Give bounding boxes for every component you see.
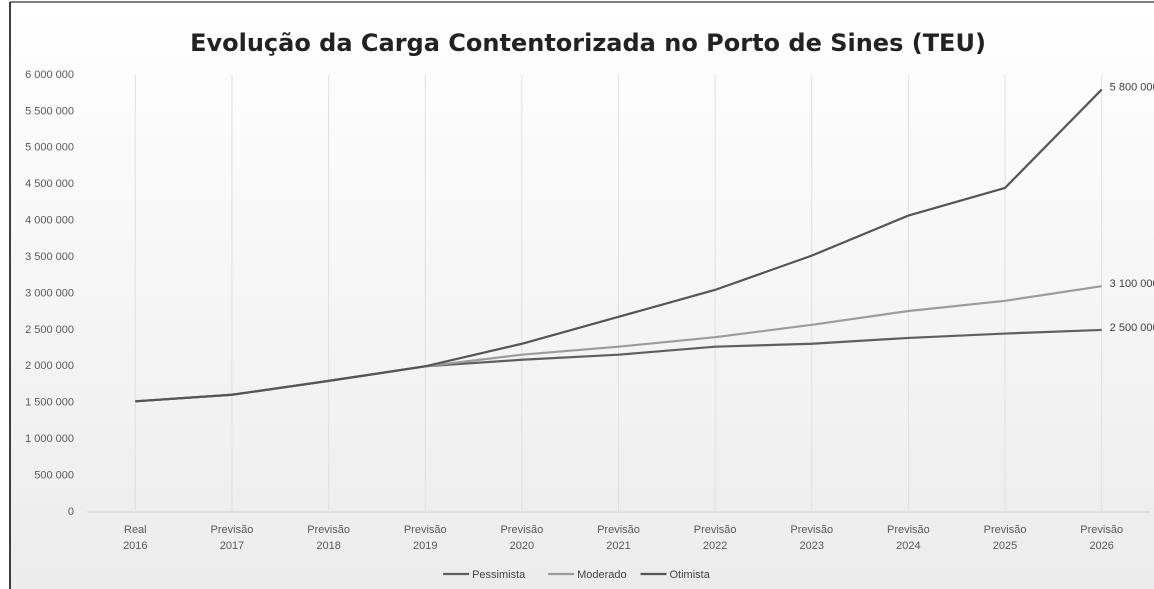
x-tick-label: Previsão 2023 [790,524,833,552]
y-tick-label: 2 000 000 [25,360,74,372]
x-tick-line: 2022 [703,540,727,552]
x-tick-line: 2018 [316,540,340,552]
x-tick-line: Previsão [500,524,543,536]
x-tick-line: 2019 [413,540,437,552]
x-tick-line: 2024 [896,540,920,552]
x-tick-line: Previsão [694,524,737,536]
x-tick-label: Previsão 2017 [211,524,254,552]
y-tick-label: 3 000 000 [25,287,74,299]
y-tick-label: 500 000 [34,469,74,481]
y-tick-label: 3 500 000 [25,251,74,263]
y-tick-label: 2 500 000 [25,324,74,336]
x-tick-label: Previsão 2020 [500,524,543,552]
x-tick-line: 2020 [510,540,534,552]
y-tick-label: 5 500 000 [25,105,74,117]
x-tick-line: Previsão [887,524,930,536]
x-tick-line: Previsão [790,524,833,536]
x-tick-line: Previsão [211,524,254,536]
y-tick-label: 1 000 000 [25,433,74,445]
y-tick-label: 0 [68,506,74,518]
x-tick-label: Real 2016 [123,524,147,552]
x-tick-line: Real [124,524,147,536]
data-label: 3 100 000 [1110,278,1154,290]
x-tick-label: Previsão 2022 [694,524,737,552]
x-tick-label: Previsão 2021 [597,524,640,552]
y-tick-label: 4 500 000 [25,178,74,190]
y-tick-label: 4 000 000 [25,215,74,227]
x-tick-label: Previsão 2019 [404,524,447,552]
background [10,2,1154,589]
x-tick-line: Previsão [1080,524,1123,536]
y-tick-label: 1 500 000 [25,397,74,409]
series-line [135,88,1103,403]
x-tick-line: Previsão [307,524,350,536]
chart-title: Evolução da Carga Contentorizada no Port… [190,29,986,57]
x-tick-line: 2017 [220,540,244,552]
x-tick-line: 2025 [993,540,1017,552]
x-tick-line: Previsão [597,524,640,536]
y-tick-label: 5 000 000 [25,142,74,154]
legend-label: Otimista [670,569,711,581]
x-tick-line: 2023 [800,540,824,552]
x-tick-label: Previsão 2024 [887,524,930,552]
x-tick-label: Previsão 2018 [307,524,350,552]
x-tick-line: 2021 [606,540,630,552]
data-label: 5 800 000 [1110,81,1154,93]
data-label: 2 500 000 [1110,322,1154,334]
x-tick-line: Previsão [404,524,447,536]
x-tick-label: Previsão 2025 [984,524,1027,552]
x-tick-line: 2016 [123,540,147,552]
legend-label: Moderado [577,569,627,581]
x-tick-label: Previsão 2026 [1080,524,1123,552]
legend-label: Pessimista [472,569,526,581]
x-tick-line: 2026 [1089,540,1113,552]
x-tick-line: Previsão [984,524,1027,536]
y-tick-label: 6 000 000 [25,69,74,81]
